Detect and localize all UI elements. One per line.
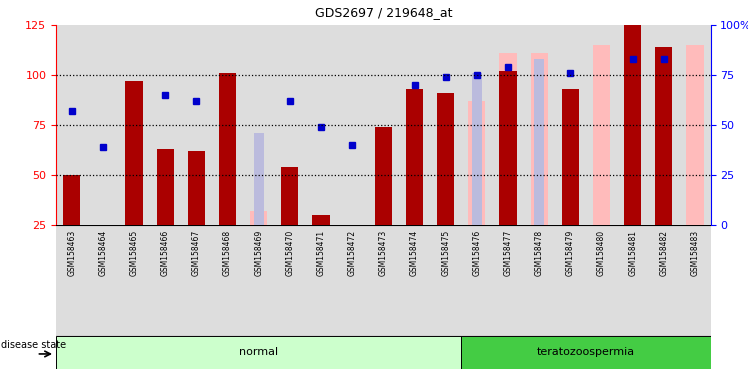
Text: GSM158483: GSM158483: [690, 230, 699, 276]
Bar: [181, 225, 212, 336]
Bar: [275, 25, 305, 225]
Text: GSM158470: GSM158470: [285, 230, 295, 276]
Bar: [462, 336, 711, 369]
Bar: [649, 225, 679, 336]
Text: GSM158482: GSM158482: [659, 230, 669, 276]
Bar: [524, 25, 555, 225]
Bar: [56, 336, 462, 369]
Bar: [628, 59, 638, 225]
Bar: [679, 25, 711, 225]
Bar: [243, 25, 275, 225]
Bar: [562, 89, 579, 225]
Bar: [586, 25, 617, 225]
Bar: [337, 225, 368, 336]
Bar: [88, 25, 118, 225]
Bar: [500, 53, 517, 225]
Bar: [649, 25, 679, 225]
Bar: [305, 25, 337, 225]
Bar: [343, 225, 361, 227]
Bar: [492, 25, 524, 225]
Bar: [56, 225, 88, 336]
Text: GSM158466: GSM158466: [161, 230, 170, 276]
Bar: [617, 225, 649, 336]
Bar: [88, 225, 118, 336]
Bar: [337, 25, 368, 225]
Text: GSM158475: GSM158475: [441, 230, 450, 276]
Text: GSM158464: GSM158464: [98, 230, 108, 276]
Text: GSM158468: GSM158468: [223, 230, 232, 276]
Bar: [586, 225, 617, 336]
Bar: [212, 225, 243, 336]
Bar: [492, 225, 524, 336]
Bar: [655, 47, 672, 225]
Bar: [281, 167, 298, 225]
Bar: [243, 225, 275, 336]
Bar: [219, 73, 236, 225]
Bar: [118, 25, 150, 225]
Bar: [534, 59, 545, 225]
Bar: [406, 89, 423, 225]
Bar: [305, 225, 337, 336]
Text: normal: normal: [239, 347, 278, 358]
Text: GSM158479: GSM158479: [565, 230, 575, 276]
Bar: [181, 25, 212, 225]
Bar: [617, 25, 649, 225]
Bar: [462, 25, 492, 225]
Bar: [462, 225, 492, 336]
Text: GSM158467: GSM158467: [191, 230, 201, 276]
Text: GSM158471: GSM158471: [316, 230, 325, 276]
Bar: [472, 73, 482, 225]
Bar: [250, 211, 267, 225]
Bar: [524, 225, 555, 336]
Bar: [150, 225, 181, 336]
Bar: [126, 81, 143, 225]
Bar: [156, 149, 174, 225]
Text: GSM158478: GSM158478: [535, 230, 544, 276]
Text: GSM158472: GSM158472: [348, 230, 357, 276]
Text: GSM158465: GSM158465: [129, 230, 138, 276]
Text: GSM158473: GSM158473: [378, 230, 388, 276]
Bar: [254, 133, 264, 225]
Bar: [313, 215, 330, 225]
Bar: [468, 101, 485, 225]
Bar: [437, 93, 454, 225]
Text: GSM158481: GSM158481: [628, 230, 637, 276]
Text: GSM158477: GSM158477: [503, 230, 512, 276]
Bar: [94, 225, 111, 271]
Bar: [555, 25, 586, 225]
Bar: [368, 25, 399, 225]
Bar: [56, 25, 88, 225]
Bar: [375, 127, 392, 225]
Bar: [593, 45, 610, 225]
Bar: [188, 151, 205, 225]
Text: GSM158474: GSM158474: [410, 230, 419, 276]
Bar: [275, 225, 305, 336]
Text: teratozoospermia: teratozoospermia: [537, 347, 635, 358]
Bar: [368, 225, 399, 336]
Text: GSM158476: GSM158476: [472, 230, 482, 276]
Bar: [555, 225, 586, 336]
Bar: [430, 225, 462, 336]
Bar: [624, 25, 641, 225]
Bar: [399, 25, 430, 225]
Bar: [63, 175, 80, 225]
Text: GDS2697 / 219648_at: GDS2697 / 219648_at: [315, 6, 452, 19]
Bar: [150, 25, 181, 225]
Text: GSM158480: GSM158480: [597, 230, 606, 276]
Bar: [530, 53, 548, 225]
Text: GSM158463: GSM158463: [67, 230, 76, 276]
Bar: [687, 45, 704, 225]
Bar: [679, 225, 711, 336]
Bar: [399, 225, 430, 336]
Bar: [212, 25, 243, 225]
Text: disease state: disease state: [1, 340, 67, 350]
Text: GSM158469: GSM158469: [254, 230, 263, 276]
Bar: [118, 225, 150, 336]
Bar: [430, 25, 462, 225]
Bar: [500, 71, 517, 225]
